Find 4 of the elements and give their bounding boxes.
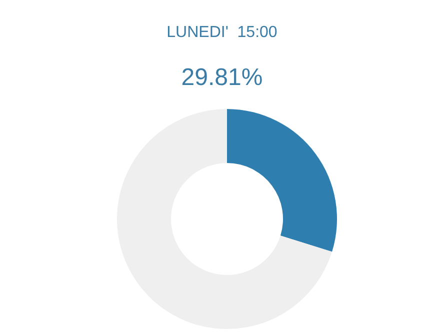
donut-slice	[227, 109, 337, 252]
chart-title: LUNEDI' 15:00	[166, 24, 278, 42]
chart-subtitle: 29.81%	[180, 64, 264, 92]
donut-slice	[117, 109, 332, 329]
